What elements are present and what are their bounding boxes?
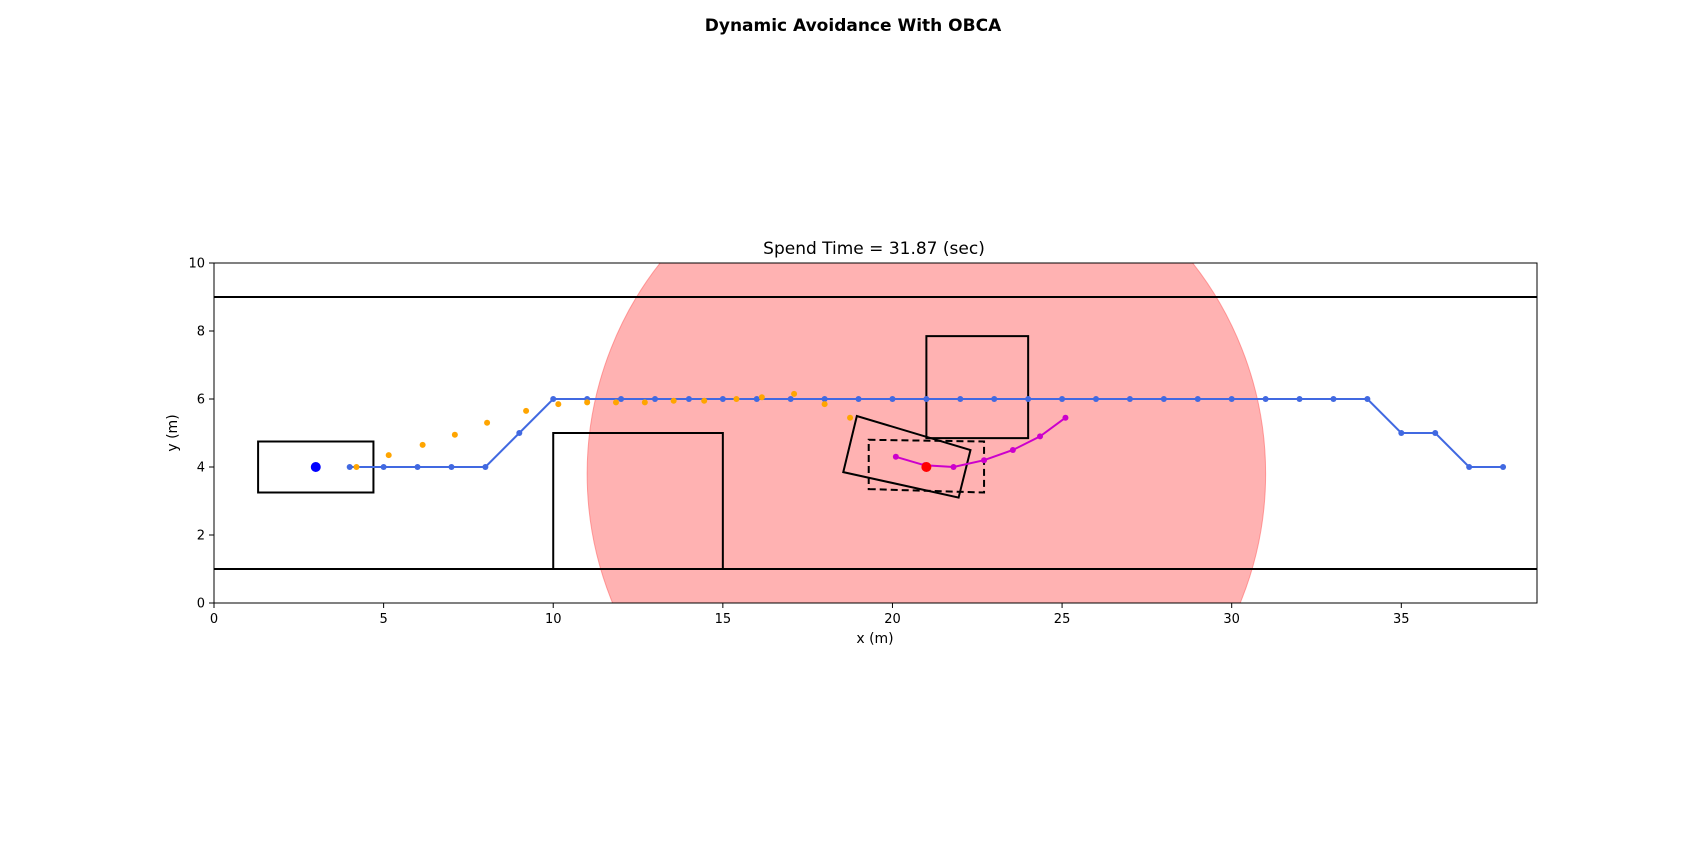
reference-path-point xyxy=(923,396,930,402)
reference-path-point xyxy=(1126,396,1133,402)
reference-path-point xyxy=(821,396,828,402)
predicted-trajectory-point xyxy=(821,401,828,408)
reference-path-point xyxy=(482,464,489,470)
static-obstacle-upper-block xyxy=(925,335,1030,440)
reference-path-point xyxy=(685,396,692,402)
reference-path-point xyxy=(346,464,353,470)
y-tick-label: 4 xyxy=(197,461,205,476)
reference-path-point xyxy=(1296,396,1303,402)
axes-frame xyxy=(213,262,1538,604)
reference-path-point xyxy=(448,464,455,470)
reference-path-point xyxy=(1093,396,1099,402)
reference-path-point xyxy=(991,396,998,402)
x-axis: 0 5 10 15 20 25 30 35 xyxy=(210,603,1410,627)
predicted-trajectory-point xyxy=(701,397,708,404)
reference-path-point xyxy=(753,396,760,402)
predicted-trajectory-point xyxy=(641,399,648,406)
reference-path-point xyxy=(957,396,964,402)
predicted-trajectory-point xyxy=(523,407,530,414)
chart-title: Spend Time = 31.87 (sec) xyxy=(763,239,985,259)
y-axis: 0 2 4 6 8 10 xyxy=(188,257,214,612)
x-tick-label: 30 xyxy=(1223,612,1240,627)
reference-path-point xyxy=(1364,396,1371,402)
predicted-trajectory-point xyxy=(555,401,562,408)
obstacle-trajectory-point xyxy=(1037,433,1044,440)
reference-path-point xyxy=(1330,396,1337,402)
obstacle-trajectory-point xyxy=(892,453,899,460)
predicted-trajectory-point xyxy=(733,396,740,402)
plot-content xyxy=(214,263,1537,603)
reference-path-point xyxy=(1194,396,1201,402)
predicted-trajectory-point xyxy=(484,419,491,426)
y-axis-label: y (m) xyxy=(165,414,181,451)
reference-path-point xyxy=(550,396,557,402)
obstacle-predicted-footprint xyxy=(867,438,986,494)
reference-path-point xyxy=(652,396,658,402)
predicted-trajectory-point xyxy=(419,441,426,448)
predicted-trajectory-point xyxy=(612,399,619,406)
reference-path-point xyxy=(618,396,625,402)
static-obstacle-lower-block xyxy=(552,432,724,570)
x-tick-label: 25 xyxy=(1054,612,1071,627)
plot-area: 0 5 10 15 20 25 30 35 0 2 4 6 8 10 xyxy=(188,257,1538,627)
predicted-trajectory-point xyxy=(670,397,677,404)
reference-path-point xyxy=(1398,430,1405,436)
safety-region xyxy=(586,263,1267,603)
x-tick-label: 35 xyxy=(1393,612,1410,627)
figure-suptitle: Dynamic Avoidance With OBCA xyxy=(705,16,1002,36)
predicted-trajectory-point xyxy=(791,390,798,397)
predicted-trajectory-point xyxy=(758,394,765,401)
x-tick-label: 20 xyxy=(884,612,901,627)
x-tick-label: 15 xyxy=(715,612,732,627)
y-tick-label: 2 xyxy=(197,529,205,544)
reference-path-point xyxy=(1466,464,1473,470)
x-tick-label: 0 xyxy=(210,612,218,627)
y-tick-label: 6 xyxy=(197,393,205,408)
reference-path-point xyxy=(1160,396,1167,402)
predicted-trajectory-point xyxy=(584,399,591,406)
ego-vehicle-footprint xyxy=(257,440,375,494)
reference-path-point xyxy=(855,396,862,402)
y-tick-label: 8 xyxy=(197,325,205,340)
obstacle-trajectory-point xyxy=(1009,447,1016,453)
reference-path-point xyxy=(1228,396,1235,402)
obstacle-position-marker xyxy=(921,462,932,472)
reference-path-point xyxy=(889,396,896,402)
obstacle-trajectory-point xyxy=(1062,414,1069,421)
y-tick-label: 0 xyxy=(197,597,205,612)
reference-path-point xyxy=(1262,396,1269,402)
reference-path-point xyxy=(1500,464,1507,470)
reference-path-point xyxy=(1025,396,1032,402)
reference-path-point xyxy=(787,396,794,402)
predicted-trajectory-point xyxy=(353,464,360,470)
predicted-trajectory-point xyxy=(847,414,854,421)
obstacle-trajectory-point xyxy=(950,464,957,470)
reference-path-point xyxy=(380,464,387,470)
reference-path-point xyxy=(414,464,421,470)
reference-path-point xyxy=(516,430,523,436)
reference-path-point xyxy=(1432,430,1439,436)
ego-position-marker xyxy=(310,462,321,472)
predicted-trajectory-point xyxy=(451,431,458,438)
reference-path-point xyxy=(1059,396,1066,402)
predicted-trajectory-point xyxy=(385,452,392,459)
reference-path-point xyxy=(719,396,726,402)
obstacle-trajectory-point xyxy=(981,457,988,464)
y-tick-label: 10 xyxy=(188,257,205,272)
obstacle-vehicle-footprint xyxy=(842,414,972,499)
x-axis-label: x (m) xyxy=(856,631,893,647)
x-tick-label: 5 xyxy=(379,612,387,627)
x-tick-label: 10 xyxy=(545,612,562,627)
